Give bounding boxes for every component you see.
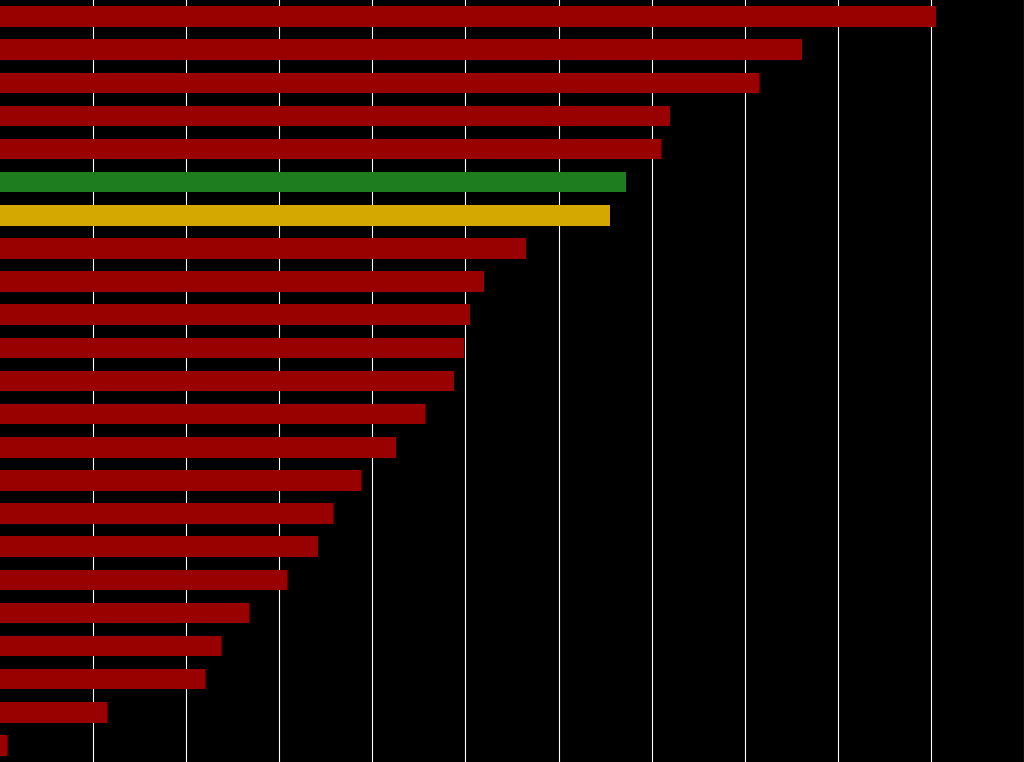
Bar <box>0 72 759 93</box>
Bar <box>0 503 333 523</box>
Bar <box>0 603 250 623</box>
Bar <box>0 437 395 457</box>
Bar <box>0 404 425 424</box>
Bar <box>0 702 108 722</box>
Bar <box>0 271 484 292</box>
Bar <box>0 40 803 60</box>
Bar <box>0 371 455 391</box>
Bar <box>0 735 7 756</box>
Bar <box>0 239 526 259</box>
Bar <box>0 669 205 690</box>
Bar <box>0 305 470 325</box>
Bar <box>0 205 609 226</box>
Bar <box>0 470 361 491</box>
Bar <box>0 139 660 159</box>
Bar <box>0 106 671 126</box>
Bar <box>0 6 936 27</box>
Bar <box>0 172 626 193</box>
Bar <box>0 569 287 590</box>
Bar <box>0 636 220 656</box>
Bar <box>0 536 318 557</box>
Bar <box>0 338 464 358</box>
